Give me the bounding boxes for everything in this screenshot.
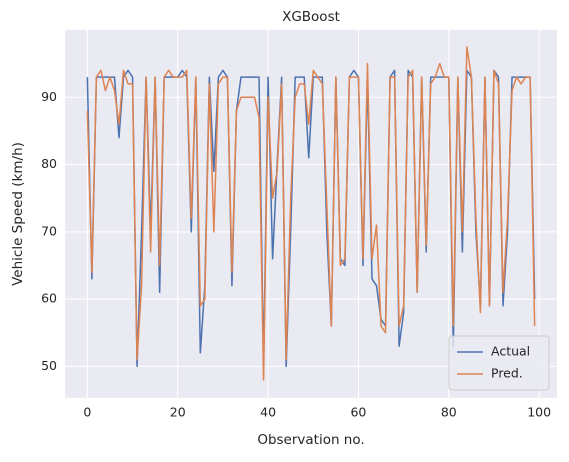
y-tick-label: 50 [41,358,57,373]
y-tick-label: 80 [41,156,57,171]
chart-title: XGBoost [282,9,340,25]
x-tick-label: 80 [441,405,457,420]
legend-label: Actual [491,344,530,359]
x-tick-label: 100 [527,405,551,420]
y-tick-label: 70 [41,223,57,238]
x-tick-label: 0 [83,405,91,420]
y-axis-label: Vehicle Speed (km/h) [10,142,26,286]
x-tick-label: 60 [350,405,366,420]
x-axis-label: Observation no. [257,432,364,448]
x-tick-label: 40 [260,405,276,420]
legend: Actual Pred. [448,335,550,391]
y-tick-label: 60 [41,291,57,306]
legend-box [448,335,550,391]
y-tick-label: 90 [41,89,57,104]
x-tick-label: 20 [170,405,186,420]
legend-label: Pred. [491,366,523,381]
series-line [86,46,536,381]
